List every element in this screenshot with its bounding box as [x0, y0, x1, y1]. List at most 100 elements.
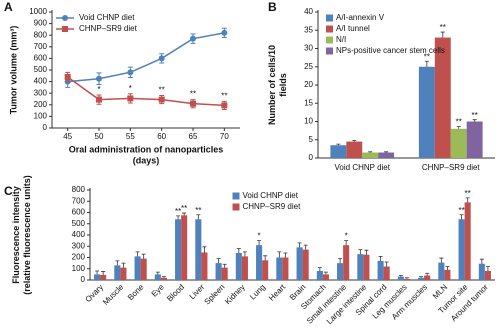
bar — [403, 278, 410, 280]
line — [67, 32, 225, 83]
x-tick-label: Heart — [267, 282, 288, 303]
error-bar — [424, 60, 429, 67]
error-bar — [419, 276, 424, 278]
x-tick-label: Kidney — [223, 283, 247, 307]
legend-swatch — [326, 25, 333, 33]
legend-swatch — [326, 14, 333, 22]
bar — [418, 66, 435, 158]
annotation: ** — [458, 206, 464, 215]
bar — [262, 260, 269, 280]
x-tick-label: 70 — [220, 132, 229, 141]
y-tick-label: 500 — [34, 65, 48, 74]
annotation: ** — [159, 86, 165, 95]
error-bar — [196, 214, 201, 220]
error-bar — [368, 151, 373, 153]
panel-label: A — [4, 0, 13, 14]
bar — [343, 245, 350, 280]
y-tick-label: 20 — [304, 80, 313, 89]
marker — [190, 100, 196, 107]
y-tick-label: 35 — [304, 25, 313, 34]
error-bar — [182, 212, 187, 216]
x-tick-label: 60 — [157, 132, 166, 141]
x-tick-label: Bone — [126, 282, 146, 302]
annotation: ** — [195, 206, 201, 215]
y-axis-title: fields — [278, 73, 288, 97]
bar — [377, 260, 384, 280]
bar — [302, 249, 309, 280]
error-bar — [257, 240, 262, 246]
bar — [120, 267, 127, 280]
x-axis-title: Oral administration of nanoparticles — [69, 144, 224, 154]
y-tick-label: 800 — [72, 185, 86, 194]
bar — [362, 152, 379, 158]
error-bar — [101, 271, 106, 275]
legend-label: A/I tunnel — [336, 24, 370, 33]
y-tick-label: 300 — [34, 88, 48, 97]
y-tick-label: 700 — [34, 42, 48, 51]
y-axis-title: Fluorescence intensity — [11, 186, 21, 284]
annotation: ** — [175, 207, 181, 216]
error-bar — [338, 258, 343, 264]
error-bar — [216, 258, 221, 264]
y-tick-label: 400 — [72, 230, 86, 239]
y-tick-label: 30 — [304, 44, 313, 53]
bar — [215, 263, 222, 280]
annotation: ** — [456, 118, 462, 127]
bar — [154, 274, 161, 280]
error-bar — [283, 252, 288, 258]
bar — [94, 274, 101, 280]
bar — [418, 277, 425, 280]
annotation: ** — [181, 204, 187, 213]
marker — [127, 95, 134, 102]
y-tick-label: 200 — [72, 253, 86, 262]
bar — [330, 145, 347, 158]
bar — [235, 253, 242, 280]
legend-label: CHNP–SR9 diet — [243, 202, 302, 211]
bar — [140, 258, 147, 280]
error-bar — [384, 261, 389, 267]
error-bar — [472, 119, 477, 122]
error-bar — [277, 251, 282, 258]
y-tick-label: 10 — [304, 117, 313, 126]
bar — [464, 202, 471, 280]
x-axis-title: (days) — [133, 155, 160, 165]
y-tick-label: 40 — [304, 7, 313, 16]
bar — [195, 219, 202, 280]
error-bar — [155, 271, 160, 275]
panel-label: C — [4, 184, 13, 198]
y-tick-label: 900 — [34, 19, 48, 28]
bar — [378, 152, 395, 158]
bar — [484, 271, 491, 280]
error-bar — [479, 258, 484, 264]
error-bar — [135, 251, 140, 257]
y-tick-label: 0 — [43, 123, 48, 132]
error-bar — [398, 275, 403, 277]
bar — [424, 275, 431, 280]
x-tick-label: Lung — [248, 283, 267, 302]
legend-swatch — [326, 47, 333, 55]
x-tick-label: CHNP–SR9 diet — [422, 163, 481, 172]
annotation: ** — [472, 111, 478, 120]
y-tick-label: 600 — [34, 54, 48, 63]
y-axis-title: (relative fluorescence units) — [22, 175, 32, 295]
annotation: * — [345, 232, 348, 241]
error-bar — [242, 251, 247, 257]
error-bar — [404, 277, 409, 279]
y-tick-label: 1000 — [29, 7, 47, 16]
annotation: ** — [440, 23, 446, 32]
y-tick-label: 800 — [34, 30, 48, 39]
error-bar — [95, 270, 100, 275]
error-bar — [161, 276, 166, 278]
bar — [181, 215, 188, 280]
y-tick-label: 0 — [309, 153, 314, 162]
error-bar — [485, 266, 490, 271]
y-axis-title: Number of cells/10 — [267, 45, 277, 125]
legend-label: Void CHNP diet — [79, 13, 135, 22]
legend-label: NPs-positive cancer stem cells — [336, 46, 445, 55]
y-tick-label: 200 — [34, 100, 48, 109]
legend-swatch — [232, 192, 240, 200]
bar — [296, 247, 303, 280]
y-axis-title: Tumor volume (mm³) — [8, 26, 18, 115]
error-bar — [456, 126, 461, 129]
